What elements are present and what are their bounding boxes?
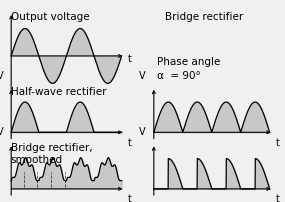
Text: Bridge rectifier: Bridge rectifier: [165, 12, 244, 22]
Text: t: t: [276, 138, 280, 148]
Text: α  = 90°: α = 90°: [157, 71, 201, 81]
Text: Phase angle: Phase angle: [157, 57, 220, 67]
Text: t: t: [276, 194, 280, 202]
Text: t: t: [128, 54, 132, 64]
Text: V: V: [0, 71, 3, 81]
Text: Output voltage: Output voltage: [11, 12, 89, 22]
Text: V: V: [139, 127, 145, 137]
Text: V: V: [0, 127, 3, 137]
Text: V: V: [139, 71, 145, 81]
Text: t: t: [128, 138, 132, 148]
Text: Half-wave rectifier: Half-wave rectifier: [11, 87, 106, 97]
Text: Bridge rectifier,
smoothed: Bridge rectifier, smoothed: [11, 143, 93, 165]
Text: t: t: [128, 194, 132, 202]
